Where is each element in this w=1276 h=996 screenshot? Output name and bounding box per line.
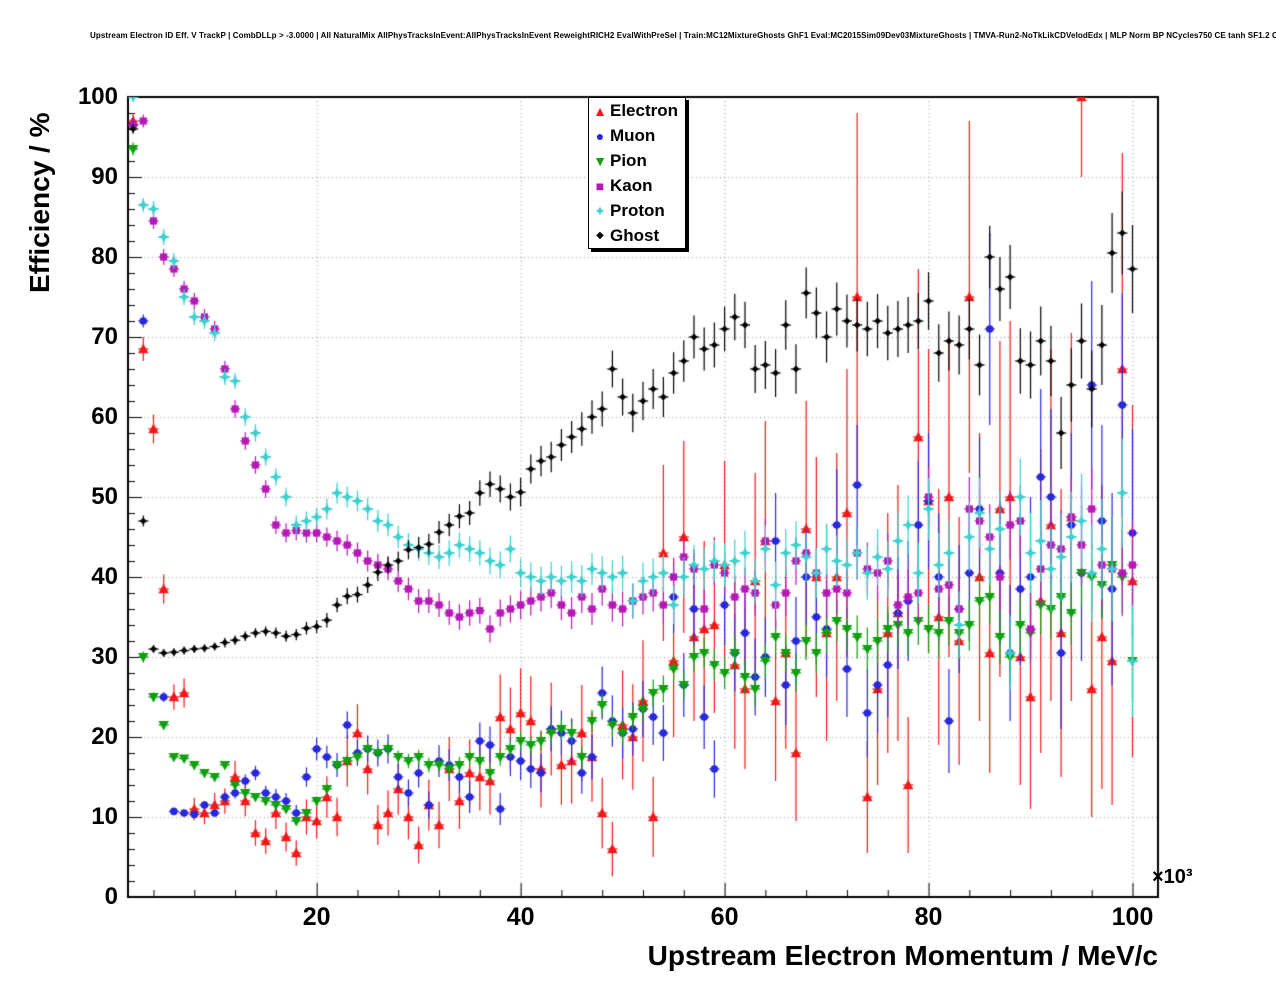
y-tick-label: 100 xyxy=(77,83,118,110)
y-tick-label: 70 xyxy=(91,323,118,350)
y-tick-label: 80 xyxy=(91,243,118,270)
plot-title: Upstream Electron ID Eff. V TrackP | Com… xyxy=(90,31,1276,40)
legend-item-pion: ▼ Pion xyxy=(589,148,685,173)
y-tick-label: 30 xyxy=(91,643,118,670)
y-tick-label: 50 xyxy=(91,483,118,510)
ghost-marker-icon: ◆ xyxy=(596,229,604,241)
y-tick-label: 10 xyxy=(91,803,118,830)
legend-label: Kaon xyxy=(610,175,653,195)
legend-label: Pion xyxy=(610,150,647,170)
pion-marker-icon: ▼ xyxy=(593,152,607,169)
y-tick-label: 90 xyxy=(91,163,118,190)
electron-marker-icon: ▲ xyxy=(593,102,607,119)
x-tick-label: 100 xyxy=(1111,903,1154,931)
legend-item-electron: ▲ Electron xyxy=(589,98,685,123)
y-tick-label: 40 xyxy=(91,563,118,590)
x-axis-title: Upstream Electron Momentum / MeV/c xyxy=(647,940,1158,971)
kaon-marker-icon: ■ xyxy=(595,177,605,194)
y-tick-label: 0 xyxy=(104,883,118,910)
legend-item-muon: ● Muon xyxy=(589,123,685,148)
legend-label: Electron xyxy=(610,100,679,120)
legend-item-ghost: ◆ Ghost xyxy=(589,223,685,248)
legend: ▲ Electron ● Muon ▼ Pion ■ Kaon ✦ Proton ◆ Ghost xyxy=(588,97,686,249)
y-tick-label: 60 xyxy=(91,403,118,430)
proton-marker-icon: ✦ xyxy=(594,202,606,219)
legend-item-proton: ✦ Proton xyxy=(589,198,685,223)
legend-item-kaon: ■ Kaon xyxy=(589,173,685,198)
legend-label: Muon xyxy=(610,125,656,145)
x-axis-exponent: ×10³ xyxy=(1152,866,1193,888)
x-tick-label: 20 xyxy=(302,903,331,931)
legend-label: Proton xyxy=(610,200,665,220)
muon-marker-icon: ● xyxy=(595,127,605,144)
x-tick-label: 40 xyxy=(506,903,535,931)
x-tick-label: 80 xyxy=(914,903,943,931)
x-tick-label: 60 xyxy=(710,903,739,931)
y-tick-label: 20 xyxy=(91,723,118,750)
legend-label: Ghost xyxy=(610,225,660,245)
